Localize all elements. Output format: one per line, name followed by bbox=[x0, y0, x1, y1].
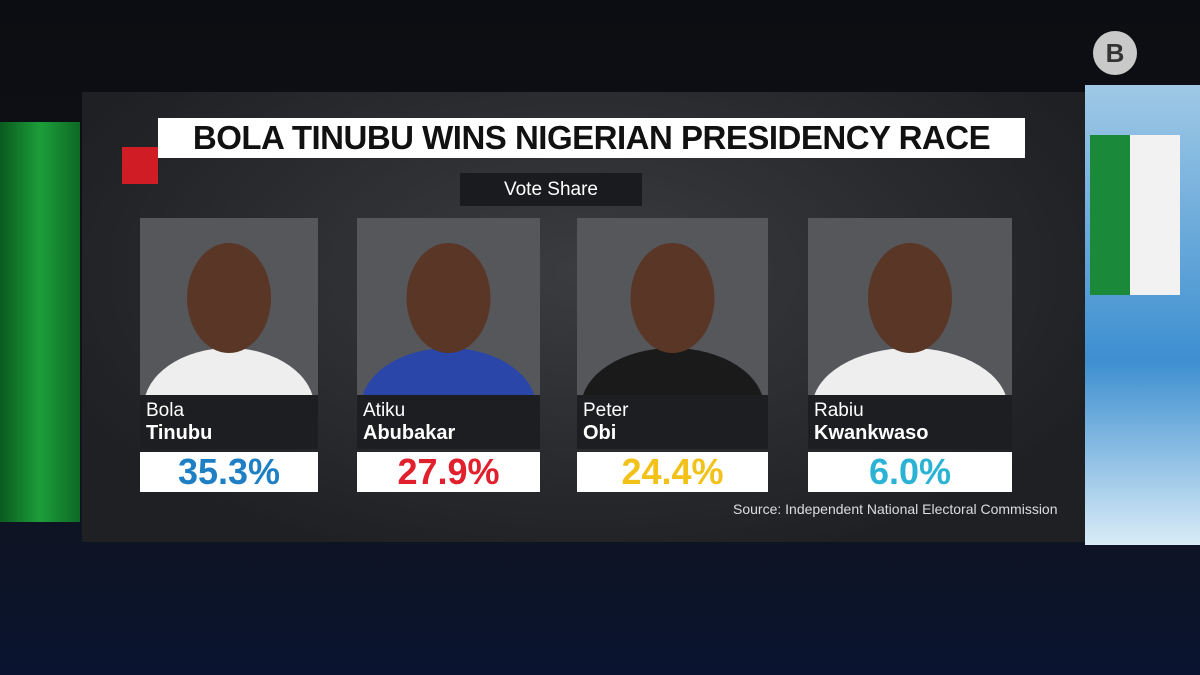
head bbox=[406, 243, 491, 353]
shoulders bbox=[145, 348, 313, 395]
source: Source: Independent National Electoral C… bbox=[733, 501, 1058, 517]
candidate-photo bbox=[140, 218, 318, 395]
head bbox=[630, 243, 715, 353]
green-wall bbox=[0, 122, 80, 522]
name-block: Atiku Abubakar bbox=[357, 395, 540, 449]
name-block: Peter Obi bbox=[577, 395, 768, 449]
portrait bbox=[145, 243, 313, 395]
shoulders bbox=[583, 348, 762, 395]
flag-panel bbox=[1085, 85, 1200, 545]
first-name: Bola bbox=[146, 400, 185, 421]
vote-share: 27.9% bbox=[357, 452, 540, 492]
head bbox=[187, 243, 271, 353]
last-name: Kwankwaso bbox=[814, 422, 929, 444]
last-name: Abubakar bbox=[363, 422, 456, 444]
first-name: Atiku bbox=[363, 400, 406, 421]
candidate-photo bbox=[808, 218, 1012, 395]
flag-white bbox=[1130, 135, 1180, 295]
head bbox=[868, 243, 952, 353]
name-block: Bola Tinubu bbox=[140, 395, 318, 449]
name-block: Rabiu Kwankwaso bbox=[808, 395, 1012, 449]
candidate-photo bbox=[357, 218, 540, 395]
flag-green bbox=[1090, 135, 1130, 295]
portrait bbox=[814, 243, 1006, 395]
last-name: Tinubu bbox=[146, 422, 213, 444]
first-name: Peter bbox=[583, 400, 629, 421]
portrait bbox=[362, 243, 535, 395]
portrait bbox=[583, 243, 762, 395]
last-name: Obi bbox=[583, 422, 617, 444]
shoulders bbox=[814, 348, 1006, 395]
title: BOLA TINUBU WINS NIGERIAN PRESIDENCY RAC… bbox=[158, 118, 1025, 158]
subtitle: Vote Share bbox=[460, 173, 642, 206]
candidate-photo bbox=[577, 218, 768, 395]
vote-share: 35.3% bbox=[140, 452, 318, 492]
vote-share: 6.0% bbox=[808, 452, 1012, 492]
shoulders bbox=[362, 348, 535, 395]
first-name: Rabiu bbox=[814, 400, 864, 421]
logo: B bbox=[1093, 31, 1137, 75]
vote-share: 24.4% bbox=[577, 452, 768, 492]
title-accent bbox=[122, 147, 158, 184]
